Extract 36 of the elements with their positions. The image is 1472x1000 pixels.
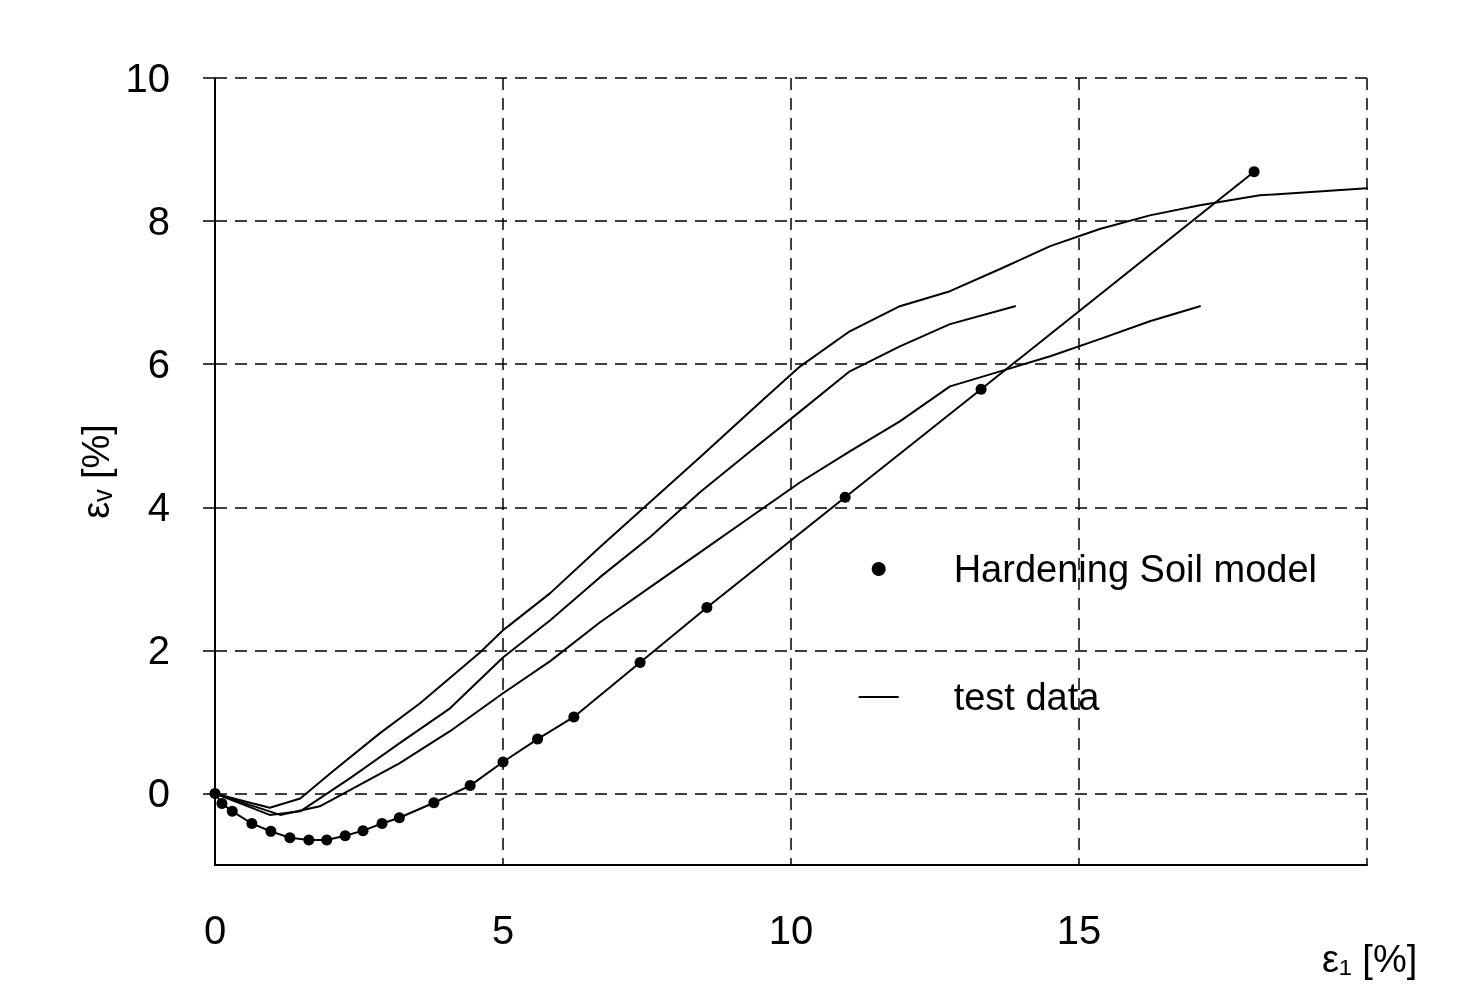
- point: [839, 491, 851, 503]
- point: [568, 711, 580, 723]
- x-tick-label: 15: [1056, 908, 1102, 952]
- y-tick-label: 6: [147, 342, 170, 387]
- y-tick-label: 10: [125, 56, 170, 100]
- y-tick-label: 8: [147, 199, 170, 244]
- point: [321, 834, 333, 846]
- y-tick-label: 2: [147, 628, 170, 673]
- y-tick-label: 4: [147, 485, 170, 530]
- point: [532, 733, 544, 745]
- point: [265, 825, 277, 837]
- x-tick-label: 5: [491, 908, 515, 952]
- legend-label: Hardening Soil model: [953, 548, 1318, 590]
- point: [975, 383, 987, 395]
- point: [701, 601, 713, 613]
- y-axis-title: εᵥ [%]: [74, 424, 117, 519]
- point: [497, 756, 509, 768]
- point: [1248, 166, 1260, 178]
- point: [339, 830, 351, 842]
- point: [303, 834, 315, 846]
- point: [357, 825, 369, 837]
- point: [216, 797, 228, 809]
- point: [428, 797, 440, 809]
- y-tick-label: 0: [147, 771, 170, 816]
- point: [464, 780, 476, 792]
- x-tick-label: 10: [768, 908, 814, 952]
- point: [209, 787, 221, 799]
- point: [634, 657, 646, 669]
- x-axis-title: ε₁ [%]: [1322, 938, 1418, 980]
- point: [246, 818, 258, 829]
- point: [284, 832, 296, 844]
- legend-label: test data: [953, 676, 1101, 718]
- x-tick-label: 0: [203, 908, 227, 952]
- point: [376, 818, 388, 829]
- point: [226, 805, 238, 817]
- point: [393, 812, 405, 824]
